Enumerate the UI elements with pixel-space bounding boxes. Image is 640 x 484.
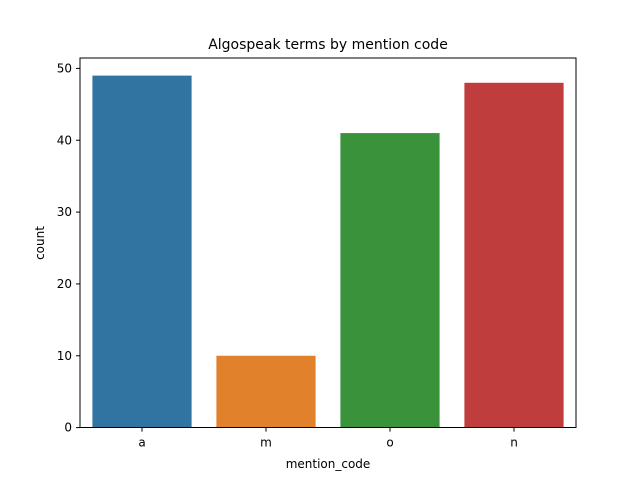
y-tick-label-10: 10 xyxy=(57,349,72,363)
y-tick-label-40: 40 xyxy=(57,133,72,147)
x-tick-label-a: a xyxy=(138,436,145,450)
y-axis-label: count xyxy=(33,226,47,260)
x-tick-label-o: o xyxy=(386,436,393,450)
chart-title: Algospeak terms by mention code xyxy=(208,37,448,53)
x-tick-label-n: n xyxy=(510,436,518,450)
y-tick-label-30: 30 xyxy=(57,205,72,219)
y-tick-label-20: 20 xyxy=(57,277,72,291)
bar-m xyxy=(216,355,316,428)
bar-a xyxy=(92,75,192,428)
bar-n xyxy=(464,82,564,428)
x-tick-label-m: m xyxy=(260,436,272,450)
plot-frame xyxy=(79,57,577,429)
bar-o xyxy=(340,133,440,428)
y-tick-label-50: 50 xyxy=(57,61,72,75)
x-axis-label: mention_code xyxy=(286,457,371,471)
y-tick-label-0: 0 xyxy=(64,421,72,435)
y-axis: 0 10 20 30 40 50 xyxy=(57,61,80,435)
bars-layer xyxy=(92,75,564,428)
